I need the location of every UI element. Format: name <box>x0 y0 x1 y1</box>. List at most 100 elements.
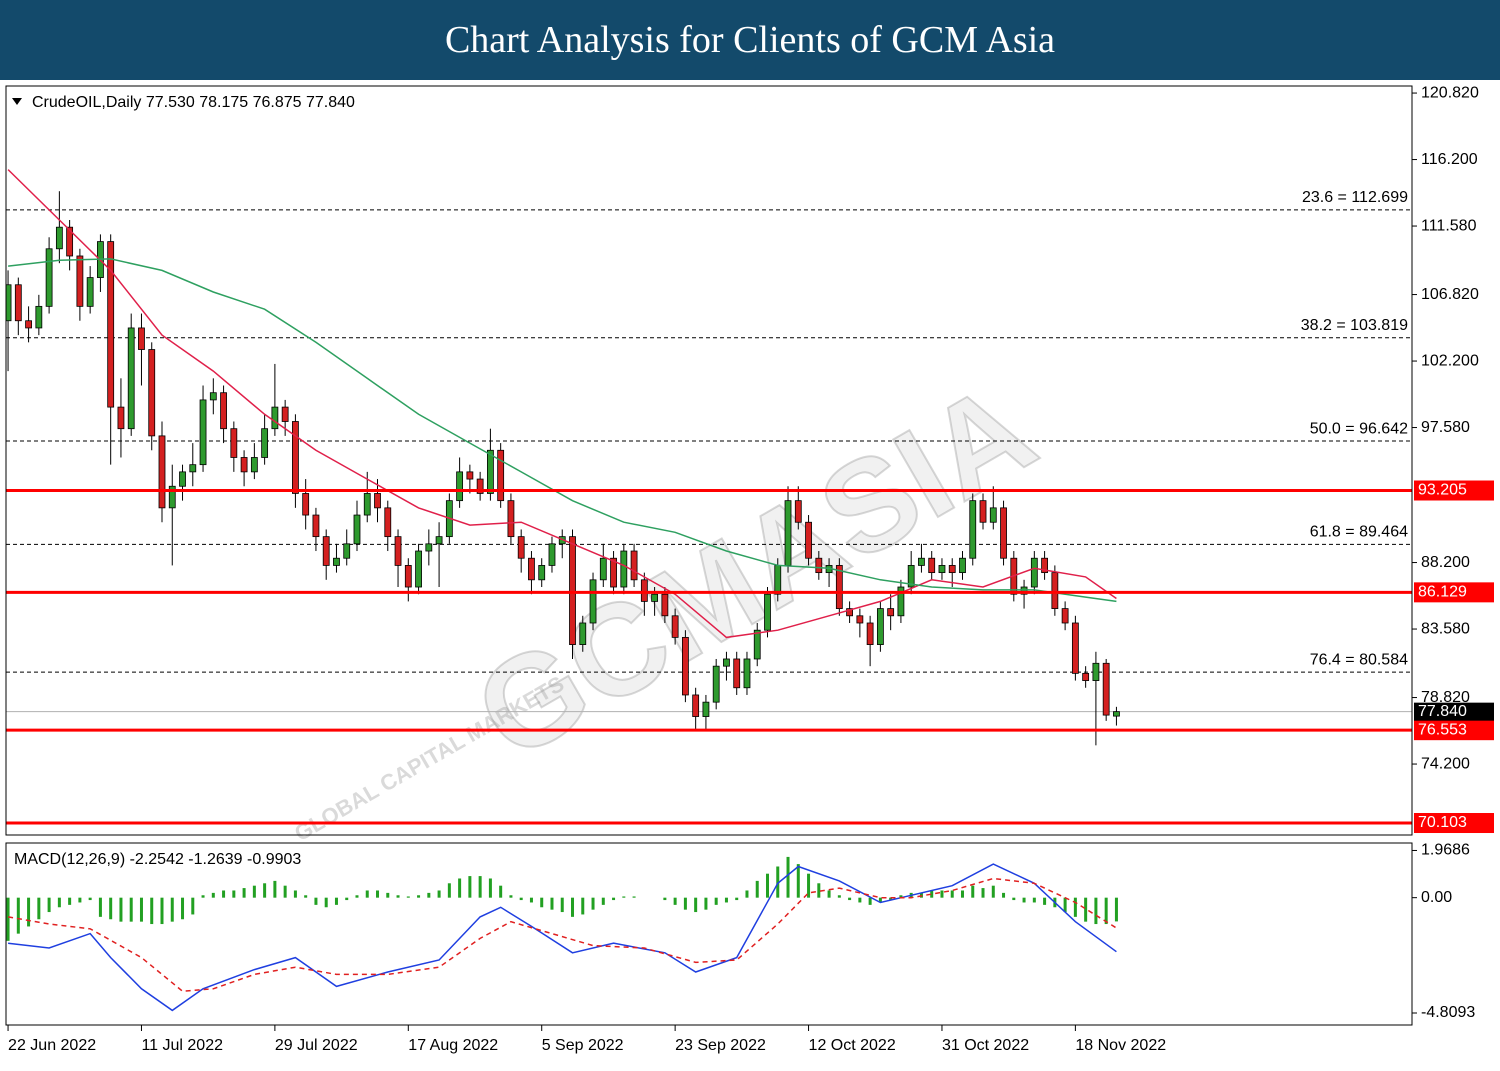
histogram-bar <box>786 856 790 898</box>
histogram-bar <box>1012 897 1016 901</box>
line-series <box>8 258 1117 603</box>
axes: 120.820 116.200 111.580 106.820 102.200 97.58… <box>7 84 1494 1054</box>
histogram-bar <box>201 895 205 898</box>
histogram-bar <box>499 885 503 898</box>
candle-body <box>753 629 761 660</box>
histogram-bar <box>334 897 338 905</box>
histogram-bar <box>109 897 113 920</box>
candle-body <box>1102 662 1110 716</box>
histogram-bar <box>858 897 862 903</box>
histogram-bar <box>386 892 390 898</box>
histogram-bar <box>458 878 462 898</box>
price-frame <box>5 85 1413 836</box>
candle-body <box>179 471 186 487</box>
y-tick-label: 116.200 <box>1421 151 1478 168</box>
candle-body <box>1041 557 1048 574</box>
histogram-bar <box>1114 897 1118 922</box>
y-tick-label: 111.580 <box>1421 217 1477 234</box>
histogram-bar <box>263 883 267 898</box>
histogram-bar <box>68 897 72 905</box>
candle-body <box>1030 557 1038 588</box>
y-tick-label: 97.580 <box>1421 419 1470 436</box>
candle-body <box>353 514 361 545</box>
y-tick-label: -4.8093 <box>1421 1004 1475 1021</box>
y-tick-label: 120.820 <box>1421 84 1479 101</box>
histogram-bar <box>1094 897 1098 925</box>
y-tick-label: 74.200 <box>1421 755 1470 772</box>
level-label: 86.129 <box>1418 584 1467 601</box>
candle-body <box>117 406 125 430</box>
candle-body <box>1000 507 1007 559</box>
price-panel: 23.6 = 112.699 38.2 = 103.819 50.0 = 96.64… <box>6 169 1412 825</box>
histogram-bar <box>232 890 236 898</box>
candle-body <box>312 514 320 538</box>
histogram-bar <box>930 890 934 898</box>
candle-body <box>517 536 525 559</box>
histogram-bar <box>509 895 513 898</box>
candle-body <box>302 493 310 516</box>
candle-body <box>661 593 669 617</box>
histogram-bar <box>88 897 92 901</box>
candle-body <box>487 449 494 494</box>
x-tick-label: 22 Jun 2022 <box>8 1037 96 1054</box>
candle-body <box>866 622 874 645</box>
candle-body <box>384 507 392 538</box>
fib-label: 23.6 = 112.699 <box>1302 189 1408 206</box>
candle-body <box>435 536 443 545</box>
candle-body <box>774 565 782 595</box>
histogram-bar <box>940 890 944 898</box>
histogram-bar <box>1022 897 1026 903</box>
histogram-bar <box>304 895 308 898</box>
candle-body <box>712 665 720 703</box>
candle-body <box>250 457 258 473</box>
histogram-bar <box>848 897 852 901</box>
candle-body <box>733 658 741 689</box>
histogram-bar <box>57 897 61 908</box>
candle-body <box>425 543 433 552</box>
histogram-bar <box>612 897 616 901</box>
candle-body <box>240 457 248 473</box>
histogram-bar <box>314 897 318 905</box>
histogram-bar <box>735 897 739 901</box>
candle-body <box>86 277 94 307</box>
candle-body <box>456 471 464 502</box>
candle-body <box>374 493 381 509</box>
line-series <box>7 169 1117 639</box>
candle-body <box>764 593 771 631</box>
histogram-bar <box>776 866 780 898</box>
y-tick-label: 1.9686 <box>1421 842 1470 859</box>
histogram-bar <box>878 897 882 903</box>
histogram-bar <box>345 897 349 901</box>
level-box <box>1414 720 1494 741</box>
candle-body <box>220 392 227 430</box>
candle-body <box>333 557 340 566</box>
candle-body <box>610 557 617 588</box>
candle-body <box>599 557 607 581</box>
fib-label: 38.2 = 103.819 <box>1301 317 1408 334</box>
histogram-bar <box>868 897 872 905</box>
histogram-bar <box>899 895 903 898</box>
candle-body <box>199 399 207 466</box>
histogram-bar <box>632 896 636 898</box>
histogram-bar <box>981 888 985 898</box>
macd-panel <box>6 856 1118 1012</box>
candle-body <box>969 500 977 559</box>
candle-body <box>127 327 135 430</box>
candle-body <box>948 565 956 574</box>
candle-body <box>702 701 710 717</box>
candle-body <box>1061 608 1069 624</box>
candle-body <box>630 550 638 581</box>
candle-body <box>897 586 905 617</box>
histogram-bar <box>283 885 287 898</box>
price-info: CrudeOIL,Daily 77.530 78.175 76.875 77.8… <box>32 94 355 111</box>
candle-body <box>805 521 812 559</box>
menu-icon <box>12 98 22 105</box>
histogram-bar <box>694 897 698 913</box>
candle-body <box>569 536 576 645</box>
candle-body <box>1113 711 1120 717</box>
candle-body <box>271 406 279 430</box>
level-label: 70.103 <box>1418 814 1467 831</box>
candle-body <box>363 493 371 516</box>
histogram-bar <box>683 897 687 910</box>
